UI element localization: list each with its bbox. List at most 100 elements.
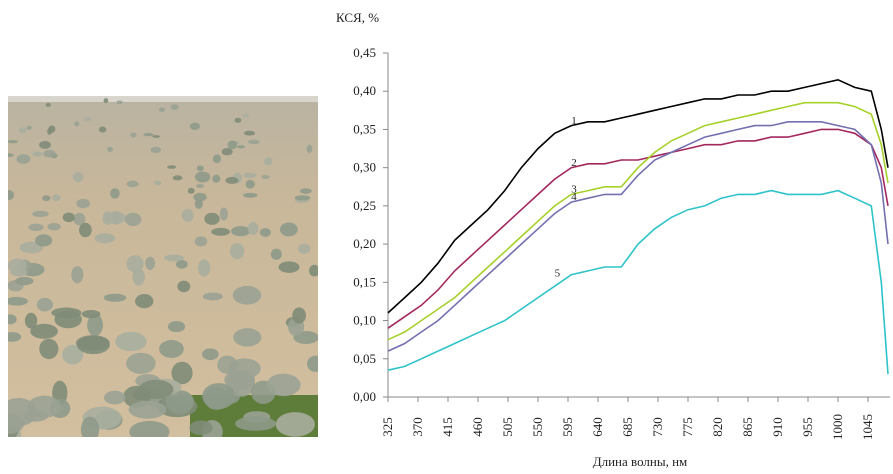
shrub (32, 151, 43, 157)
shrub (51, 307, 82, 319)
y-tick-label: 0,40 (353, 83, 376, 98)
shrub (81, 309, 101, 319)
shrub (47, 222, 61, 231)
shrub (229, 243, 245, 260)
shrub (8, 189, 15, 201)
shrub (196, 165, 204, 172)
shrub (228, 358, 261, 379)
shrub (28, 223, 44, 232)
shrub (275, 412, 315, 437)
x-tick-label: 415 (440, 417, 455, 437)
shrub (62, 344, 84, 365)
shrub (235, 416, 277, 431)
y-tick-label: 0,15 (353, 274, 376, 289)
series-line (387, 189, 889, 375)
shrub (212, 154, 222, 164)
series-line (387, 78, 889, 314)
shrub (167, 321, 186, 333)
series-label: 4 (571, 191, 577, 203)
shrub (35, 234, 53, 247)
y-tick-label: 0,30 (353, 160, 376, 175)
y-tick-label: 0,45 (353, 45, 376, 60)
shrub (307, 355, 318, 372)
shrub (204, 212, 220, 225)
shrub (294, 195, 311, 201)
shrub (264, 157, 273, 166)
shrub (298, 243, 311, 254)
shrub (8, 258, 27, 273)
shrub (232, 285, 262, 305)
shrub (98, 126, 107, 133)
shrub (231, 225, 251, 237)
shrub (126, 180, 139, 188)
shrub (26, 125, 32, 130)
shrub (187, 187, 195, 194)
shrub (15, 276, 34, 286)
y-tick-label: 0,35 (353, 121, 376, 136)
shrub (143, 133, 154, 137)
x-tick-label: 910 (770, 417, 785, 437)
shrub (45, 102, 51, 107)
shrub (51, 194, 61, 202)
x-tick-label: 460 (470, 417, 485, 437)
x-tick-label: 550 (530, 417, 545, 437)
shrub (172, 175, 183, 181)
shrub (19, 241, 44, 254)
shrub (270, 248, 282, 260)
shrub (202, 383, 236, 410)
x-tick-label: 685 (620, 417, 635, 437)
shrub (227, 140, 238, 150)
shrub (116, 100, 123, 105)
shrub (167, 165, 177, 169)
y-axis-title: КСЯ, % (336, 10, 379, 25)
shrub (19, 127, 27, 134)
shrub (159, 107, 166, 112)
shrub (75, 335, 110, 351)
shrub (242, 192, 258, 198)
x-tick-label: 865 (740, 417, 755, 437)
shrub (8, 140, 19, 144)
shrub (87, 314, 103, 337)
shrub (195, 183, 205, 189)
x-tick-label: 325 (380, 417, 395, 437)
shrub (126, 352, 156, 374)
shrub (36, 297, 54, 312)
shrub (299, 188, 312, 194)
series-label: 5 (555, 268, 561, 280)
shrub (132, 268, 145, 286)
shrub (266, 373, 301, 397)
shrub (72, 171, 84, 183)
shrub (94, 233, 116, 244)
photo-sky (8, 96, 318, 102)
shrub (24, 312, 38, 329)
shrub (181, 208, 194, 222)
x-tick-label: 820 (710, 417, 725, 437)
shrub (128, 400, 167, 419)
shrub (62, 212, 75, 223)
shrub (171, 361, 193, 385)
x-tick-label: 505 (500, 417, 515, 437)
shrub (47, 128, 52, 135)
shrub (30, 323, 58, 339)
x-tick-label: 595 (560, 417, 575, 437)
shrub (39, 338, 59, 360)
shrub (175, 259, 188, 269)
shrub (16, 154, 31, 164)
shrub (177, 280, 191, 293)
x-tick-label: 640 (590, 417, 605, 437)
x-tick-label: 955 (800, 417, 815, 437)
shrub (8, 332, 22, 342)
x-tick-label: 1000 (830, 414, 845, 440)
shrub (163, 254, 185, 262)
shrub (103, 98, 109, 104)
shrub (154, 180, 162, 186)
series-line (387, 128, 889, 329)
shrub (73, 212, 86, 226)
y-tick-label: 0,00 (353, 389, 376, 404)
shrub (104, 390, 126, 405)
shrub (278, 261, 300, 273)
shrub (8, 413, 25, 434)
shrub (234, 117, 242, 123)
shrub (130, 132, 137, 138)
